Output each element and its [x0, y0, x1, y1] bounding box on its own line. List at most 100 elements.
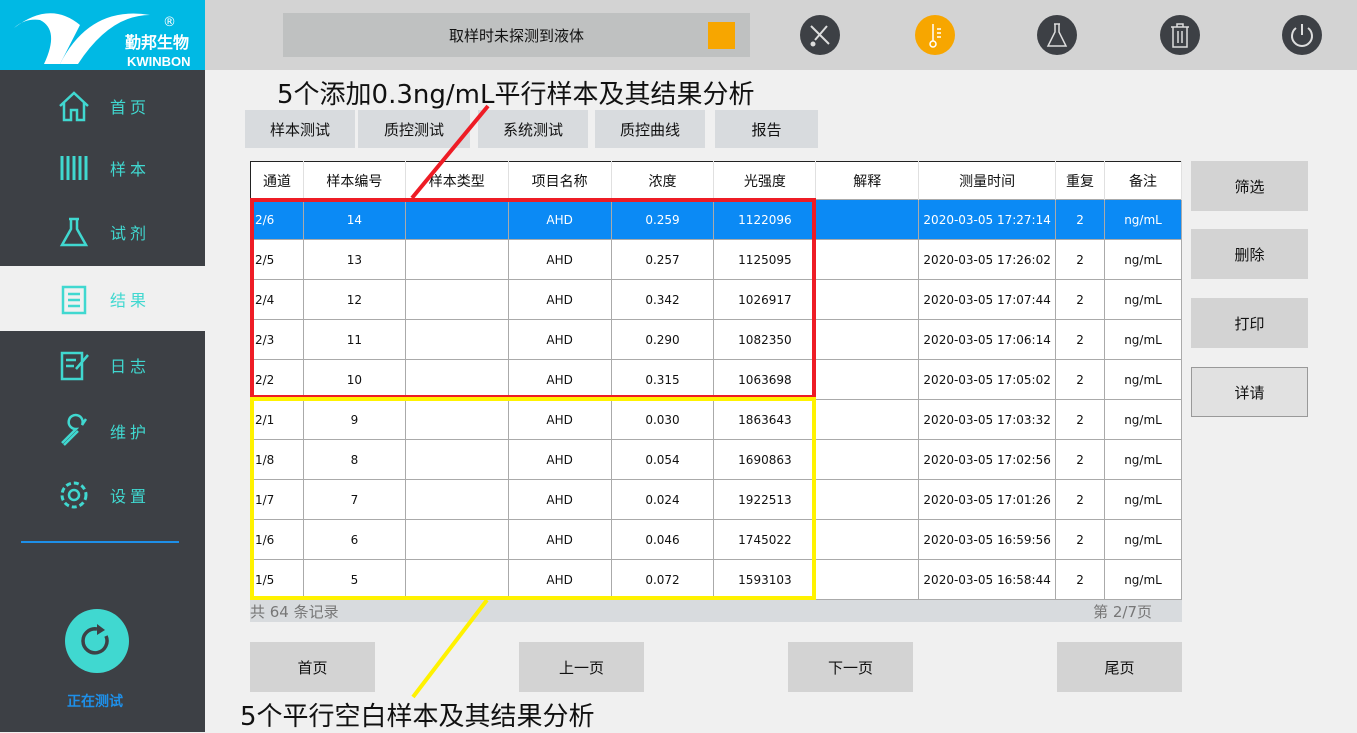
- table-cell: 2: [1055, 279, 1106, 320]
- table-cell: 0.259: [610, 199, 715, 240]
- table-cell: 2020-03-05 17:26:02: [918, 239, 1057, 280]
- tab-0[interactable]: 样本测试: [245, 110, 355, 148]
- pager-button-2[interactable]: 下一页: [788, 642, 913, 692]
- table-cell: ng/mL: [1104, 479, 1182, 520]
- tab-3[interactable]: 质控曲线: [595, 110, 705, 148]
- table-cell: 2/4: [250, 279, 304, 320]
- tab-2[interactable]: 系统测试: [478, 110, 588, 148]
- table-row[interactable]: 2/1 9 AHD 0.030 1863643 2020-03-05 17:03:32 2 n…: [250, 399, 1182, 440]
- running-label: 正在测试: [67, 694, 123, 710]
- table-cell: 1/5: [250, 559, 304, 600]
- kwinbon-logo-icon: 勤邦生物 KWINBON ®: [14, 13, 191, 69]
- action-button-1[interactable]: 删除: [1191, 229, 1308, 279]
- logo: 勤邦生物 KWINBON ®: [0, 0, 205, 70]
- annotation-yellow-box: [250, 397, 816, 600]
- table-row[interactable]: 1/5 5 AHD 0.072 1593103 2020-03-05 16:58:44 2 n…: [250, 559, 1182, 600]
- table-cell: 2020-03-05 16:59:56: [918, 519, 1057, 560]
- trash-button[interactable]: [1160, 15, 1200, 55]
- sidebar-item-5[interactable]: 维护: [0, 398, 205, 463]
- temperature-button[interactable]: [915, 15, 955, 55]
- column-header[interactable]: 解释: [815, 161, 920, 200]
- column-header[interactable]: 光强度: [713, 161, 817, 200]
- column-header[interactable]: 样本编号: [303, 161, 406, 200]
- sidebar-item-6[interactable]: 设置: [0, 462, 205, 527]
- column-header[interactable]: 重复: [1055, 161, 1106, 200]
- pager-button-0[interactable]: 首页: [250, 642, 375, 692]
- table-cell: [404, 519, 509, 560]
- column-header[interactable]: 样本类型: [405, 161, 509, 200]
- table-cell: 0.342: [610, 279, 715, 320]
- table-cell: 2020-03-05 17:01:26: [918, 479, 1057, 520]
- annotation-yellow-line: [411, 598, 489, 699]
- table-cell: [815, 319, 920, 360]
- action-button-0[interactable]: 筛选: [1191, 161, 1308, 211]
- no-pipette-button[interactable]: [800, 15, 840, 55]
- column-header[interactable]: 测量时间: [918, 161, 1057, 200]
- sidebar-item-0[interactable]: 首页: [0, 73, 205, 138]
- sidebar-divider: [21, 541, 179, 543]
- sidebar-item-2[interactable]: 试剂: [0, 199, 205, 264]
- sidebar-item-label: 首页: [110, 97, 151, 117]
- table-row[interactable]: 2/2 10 AHD 0.315 1063698 2020-03-05 17:05:02 2…: [250, 359, 1182, 400]
- sidebar-item-label: 设置: [110, 486, 151, 506]
- flask-icon: [1046, 23, 1068, 47]
- annotation-bottom: 5个平行空白样本及其结果分析: [240, 702, 595, 732]
- reagent-button[interactable]: [1037, 15, 1077, 55]
- column-header[interactable]: 浓度: [611, 161, 715, 200]
- table-cell: 13: [302, 239, 406, 280]
- sidebar-item-label: 样本: [110, 159, 151, 179]
- tab-1[interactable]: 质控测试: [358, 110, 470, 148]
- action-button-2[interactable]: 打印: [1191, 298, 1308, 348]
- svg-text:KWINBON: KWINBON: [127, 54, 191, 69]
- power-icon: [1291, 24, 1313, 47]
- table-cell: 0.024: [610, 479, 715, 520]
- table-cell: [404, 359, 509, 400]
- record-count: 共 64 条记录: [250, 602, 339, 621]
- table-cell: AHD: [507, 319, 612, 360]
- table-cell: AHD: [507, 239, 612, 280]
- sidebar-item-1[interactable]: 样本: [0, 135, 205, 200]
- table-cell: 2/5: [250, 239, 304, 280]
- sidebar-item-label: 维护: [110, 422, 151, 442]
- table-cell: [815, 279, 920, 320]
- status-message: 取样时未探测到液体: [283, 13, 750, 57]
- tab-4[interactable]: 报告: [715, 110, 818, 148]
- log-icon: [60, 351, 89, 380]
- table-cell: 2/3: [250, 319, 304, 360]
- table-row[interactable]: 2/3 11 AHD 0.290 1082350 2020-03-05 17:06:14 2…: [250, 319, 1182, 360]
- table-row[interactable]: 1/7 7 AHD 0.024 1922513 2020-03-05 17:01:26 2 n…: [250, 479, 1182, 520]
- table-cell: 2: [1055, 559, 1106, 600]
- sidebar-item-4[interactable]: 日志: [0, 332, 205, 397]
- pager-button-3[interactable]: 尾页: [1057, 642, 1182, 692]
- clipboard-icon: [61, 285, 87, 314]
- gear-icon: [60, 481, 88, 508]
- flask-icon: [59, 217, 89, 246]
- table-cell: AHD: [507, 519, 612, 560]
- table-cell: AHD: [507, 279, 612, 320]
- column-header[interactable]: 通道: [250, 161, 304, 200]
- power-button[interactable]: [1282, 15, 1322, 55]
- table-cell: ng/mL: [1104, 239, 1182, 280]
- column-header[interactable]: 备注: [1104, 161, 1182, 200]
- action-button-3[interactable]: 详请: [1191, 367, 1308, 417]
- running-button[interactable]: [65, 609, 129, 673]
- table-cell: 2020-03-05 17:05:02: [918, 359, 1057, 400]
- table-cell: 7: [302, 479, 406, 520]
- table-cell: ng/mL: [1104, 359, 1182, 400]
- table-cell: 6: [302, 519, 406, 560]
- sidebar-item-label: 结果: [110, 290, 151, 310]
- table-cell: 2020-03-05 17:27:14: [918, 199, 1057, 240]
- table-cell: 2: [1055, 199, 1106, 240]
- status-text: 取样时未探测到液体: [448, 26, 584, 45]
- table-cell: 1745022: [713, 519, 817, 560]
- svg-text:勤邦生物: 勤邦生物: [125, 33, 189, 52]
- table-cell: 2: [1055, 399, 1106, 440]
- table-row[interactable]: 1/6 6 AHD 0.046 1745022 2020-03-05 16:59:56 2 n…: [250, 519, 1182, 560]
- pager-button-1[interactable]: 上一页: [519, 642, 644, 692]
- table-cell: 2020-03-05 17:03:32: [918, 399, 1057, 440]
- sidebar-item-3[interactable]: 结果: [0, 266, 205, 331]
- thermometer-icon: [929, 24, 941, 48]
- table-cell: ng/mL: [1104, 279, 1182, 320]
- column-header[interactable]: 项目名称: [508, 161, 612, 200]
